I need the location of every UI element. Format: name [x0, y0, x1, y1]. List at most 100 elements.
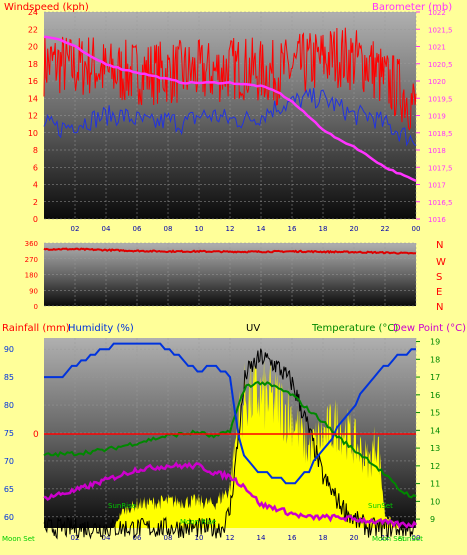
x-tick: 00	[412, 534, 421, 542]
wind-direction-axis: 0 90 180 270 360	[25, 240, 38, 311]
x-tick: 06	[133, 534, 142, 542]
temperature-tick: 19	[430, 338, 440, 347]
windspeed-tick: 6	[33, 163, 38, 172]
solar-area	[44, 358, 416, 528]
humidity-tick: 75	[4, 429, 14, 438]
windspeed-tick: 18	[28, 60, 38, 69]
barometer-tick: 1019	[428, 113, 446, 121]
uv-line	[43, 348, 417, 540]
weather-series	[43, 342, 417, 540]
wind-direction-series	[43, 247, 417, 255]
windspeed-tick: 14	[28, 94, 38, 103]
direction-tick: 270	[25, 256, 38, 264]
barometer-tick: 1019,5	[428, 95, 453, 103]
x-tick: 20	[350, 225, 359, 233]
windspeed-axis-label: Windspeed (kph)	[4, 2, 89, 13]
x-tick: 04	[102, 225, 111, 233]
x-tick: 22	[381, 534, 390, 542]
x-tick: 08	[164, 225, 173, 233]
x-tick: 14	[257, 225, 266, 233]
astronomy-label: SunRise	[108, 502, 136, 510]
wind-baro-series	[43, 27, 417, 182]
astronomy-label: Moon Set	[372, 535, 405, 543]
direction-tick: 90	[29, 287, 38, 295]
temperature-axis-label: Temperature (°C)	[311, 323, 398, 334]
humidity-tick: 80	[4, 401, 14, 410]
temperature-tick: 10	[430, 497, 440, 506]
wind-gust-line	[43, 27, 417, 131]
temperature-line	[43, 380, 417, 499]
windspeed-tick: 0	[33, 215, 38, 224]
humidity-line	[44, 342, 416, 485]
astronomy-label: SunSet	[368, 502, 393, 510]
astronomy-label: Moon Rise	[180, 518, 216, 526]
x-tick: 18	[319, 534, 328, 542]
temperature-tick: 18	[430, 355, 440, 364]
direction-tick: 0	[34, 303, 38, 311]
compass-label: N	[436, 302, 443, 313]
barometer-tick: 1017	[428, 182, 446, 190]
temperature-tick: 16	[430, 391, 440, 400]
x-tick: 22	[381, 225, 390, 233]
windspeed-tick: 24	[28, 8, 38, 17]
x-tick: 18	[319, 225, 328, 233]
compass-label: N	[436, 240, 443, 251]
x-tick: 04	[102, 534, 111, 542]
barometer-tick: 1018,5	[428, 130, 453, 138]
x-tick: 20	[350, 534, 359, 542]
wind-direction-line	[43, 247, 417, 255]
humidity-tick: 60	[4, 513, 14, 522]
x-tick: 10	[195, 225, 204, 233]
compass-label: E	[436, 287, 442, 298]
barometer-tick: 1018	[428, 147, 446, 155]
x-tick: 02	[71, 225, 80, 233]
weather-x-axis: 02 04 06 08 10 12 14 16 18 20 22 00	[71, 534, 421, 542]
windspeed-tick: 8	[33, 146, 38, 155]
x-tick: 02	[71, 534, 80, 542]
x-tick: 12	[226, 225, 235, 233]
direction-tick: 180	[25, 272, 38, 280]
wind-average-line	[43, 87, 417, 147]
solar-radiation-area	[44, 358, 416, 528]
x-tick: 14	[257, 534, 266, 542]
temperature-tick: 17	[430, 373, 440, 382]
x-tick: 08	[164, 534, 173, 542]
barometer-axis: 1016 1016,5 1017 1017,5 1018 1018,5 1019 1019,5…	[416, 9, 453, 224]
barometer-tick: 1021,5	[428, 26, 453, 34]
barometer-axis-label: Barometer (mb)	[372, 2, 452, 13]
humidity-tick: 70	[4, 457, 14, 466]
barometer-line	[43, 35, 417, 182]
windspeed-tick: 20	[28, 43, 38, 52]
temperature-tick: 13	[430, 444, 440, 453]
x-tick: 06	[133, 225, 142, 233]
temperature-axis: 9 10 11 12 13 14 15 16 17 18 19	[416, 338, 440, 524]
compass-label: W	[436, 257, 446, 268]
temperature-tick: 15	[430, 409, 440, 418]
humidity-tick: 65	[4, 485, 14, 494]
rain-zero-label: 0	[33, 430, 39, 440]
humidity-axis: 60 65 70 75 80 85 90	[4, 345, 14, 522]
x-tick: 00	[412, 225, 421, 233]
dew-point-line	[43, 461, 417, 529]
barometer-tick: 1016,5	[428, 199, 453, 207]
temperature-tick: 11	[430, 480, 440, 489]
barometer-tick: 1016	[428, 216, 446, 224]
astronomy-label: SunSet	[398, 535, 423, 543]
windspeed-tick: 12	[28, 112, 38, 121]
x-tick: 12	[226, 534, 235, 542]
uv-axis-label: UV	[246, 323, 260, 334]
compass-label: S	[436, 272, 442, 283]
humidity-tick: 90	[4, 345, 14, 354]
windspeed-tick: 2	[33, 198, 38, 207]
windspeed-tick: 22	[28, 25, 38, 34]
x-tick: 16	[288, 534, 297, 542]
dew-point-axis-label: Dew Point (°C)	[393, 323, 466, 334]
barometer-tick: 1020	[428, 78, 446, 86]
rainfall-axis-label: Rainfall (mm)	[2, 323, 70, 334]
windspeed-tick: 16	[28, 77, 38, 86]
humidity-axis-label: Humidity (%)	[68, 323, 134, 334]
x-tick: 16	[288, 225, 297, 233]
